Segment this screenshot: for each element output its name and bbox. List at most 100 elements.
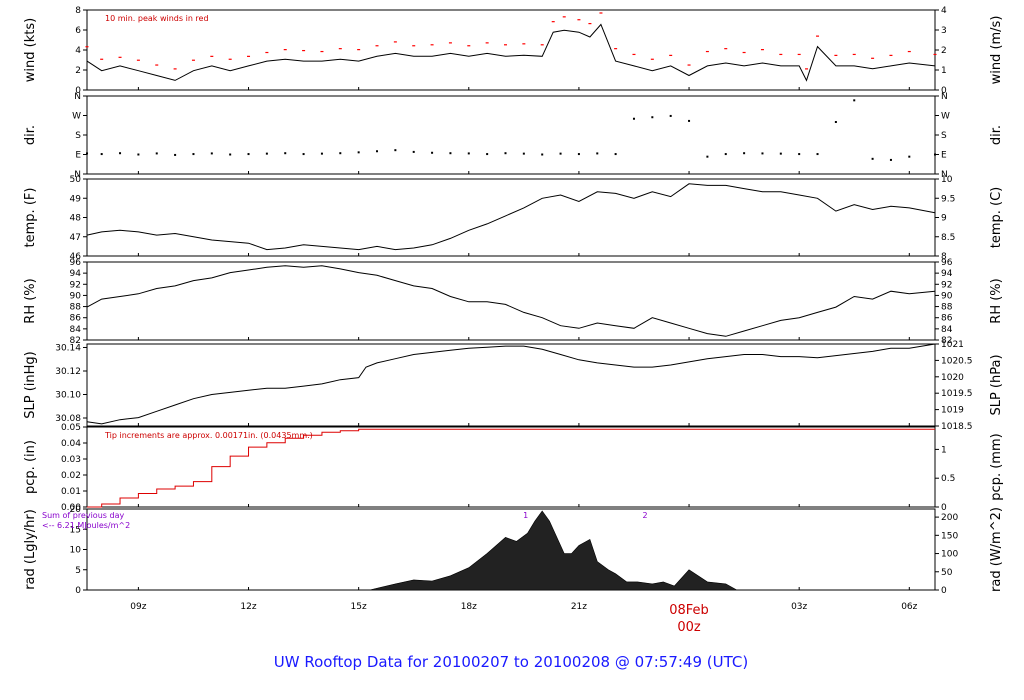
left-tick-label: 82	[70, 336, 81, 346]
pcp-annotation: Tip increments are approx. 0.00171in. (0…	[104, 431, 313, 440]
wind-direction-point	[229, 153, 232, 156]
peak-wind-marker	[210, 55, 214, 57]
wind-direction-point	[431, 151, 434, 154]
peak-wind-marker	[805, 68, 809, 70]
wind-direction-point	[816, 153, 819, 156]
peak-wind-marker	[155, 64, 159, 66]
rh-series-line	[86, 265, 936, 337]
panel-slp: 30.08 30.10 30.12 30.14 1018.5 1019 1019.5 1020…	[23, 340, 1004, 432]
wind-direction-point	[908, 155, 911, 158]
peak-wind-marker	[816, 35, 820, 37]
left-tick-label: 48	[70, 214, 82, 224]
right-tick-label: 0	[941, 503, 947, 513]
right-axis-label: temp. (C)	[989, 187, 1004, 249]
left-tick-label: 0.00	[61, 503, 81, 513]
wind-direction-point	[394, 149, 397, 152]
slp-series-line	[86, 343, 936, 425]
peak-wind-marker	[85, 46, 89, 48]
peak-wind-marker	[265, 51, 269, 54]
right-tick-label: 1019.5	[941, 389, 973, 399]
peak-wind-marker	[448, 42, 452, 44]
panel-wind: 0 2 4 6 8 0 1 2 3 4 wind (kts) wind (m/s) 10 min. pe…	[23, 6, 1004, 96]
wind-direction-point	[798, 153, 801, 156]
peak-wind-marker	[577, 19, 581, 21]
left-tick-label: 0.03	[61, 455, 81, 465]
left-tick-label: 50	[70, 175, 82, 185]
panel-temp: 46 47 48 49 50 8 8.5 9 9.5 10 temp. (F) temp. (C)	[23, 175, 1004, 262]
peak-wind-marker	[614, 48, 618, 50]
peak-wind-marker	[834, 54, 838, 57]
left-tick-label: 0	[75, 86, 81, 96]
left-axis-label: temp. (F)	[23, 188, 38, 248]
x-tick-label: 06z	[901, 602, 917, 612]
date-marker-hour: 00z	[677, 620, 701, 635]
left-tick-label: 49	[70, 194, 82, 204]
wind-direction-point	[889, 158, 892, 161]
peak-wind-marker	[760, 49, 764, 51]
wind-direction-point	[743, 152, 746, 155]
peak-wind-marker	[118, 56, 122, 58]
left-tick-label: 0.05	[61, 423, 81, 433]
right-tick-label: 50	[941, 568, 953, 578]
right-tick-label: 9	[941, 214, 947, 224]
wind-direction-point	[577, 153, 580, 156]
right-tick-label: N	[941, 92, 948, 102]
wind-direction-point	[779, 152, 782, 155]
wind-direction-point	[174, 153, 177, 156]
wind-direction-point	[357, 151, 360, 154]
left-tick-label: 6	[75, 26, 81, 36]
wind-direction-point	[596, 152, 599, 155]
left-tick-label: 86	[70, 314, 82, 324]
right-tick-label: 3	[941, 26, 947, 36]
right-axis-label: rad (W/m^2)	[989, 507, 1004, 592]
right-tick-label: 10	[941, 175, 953, 185]
left-tick-label: 30.14	[55, 343, 81, 353]
peak-wind-marker	[742, 51, 746, 54]
left-tick-label: 5	[75, 566, 81, 576]
wind-direction-point	[339, 152, 342, 155]
x-tick-label: 15z	[351, 602, 367, 612]
wind-direction-point	[376, 150, 379, 153]
x-tick-label: 12z	[240, 602, 256, 612]
peak-wind-marker	[100, 58, 104, 60]
peak-wind-marker	[724, 48, 728, 50]
peak-wind-marker	[933, 53, 937, 56]
radiation-peak-label: 2	[642, 511, 647, 520]
left-tick-label: 30.12	[55, 367, 81, 377]
left-tick-label: E	[75, 151, 81, 161]
left-tick-label: 96	[70, 258, 82, 268]
peak-wind-marker	[632, 53, 636, 56]
right-tick-label: 90	[941, 291, 953, 301]
right-tick-label: 200	[941, 513, 958, 523]
wind-direction-point	[486, 153, 489, 156]
peak-wind-marker	[338, 48, 342, 50]
wind-direction-point	[853, 99, 856, 102]
peak-wind-marker	[247, 55, 251, 57]
right-tick-label: 2	[941, 46, 947, 56]
peak-wind-marker	[375, 45, 379, 47]
right-tick-label: 9.5	[941, 194, 955, 204]
panel-pcp: 0.00 0.01 0.02 0.03 0.04 0.05 0 0.5 1 pcp. (in) pc…	[23, 423, 1004, 513]
right-tick-label: 82	[941, 336, 952, 346]
radiation-peak-label: 1	[523, 511, 528, 520]
peak-wind-marker	[889, 54, 893, 57]
right-tick-label: S	[941, 131, 947, 141]
right-tick-label: E	[941, 151, 947, 161]
right-tick-label: 1020.5	[941, 356, 973, 366]
left-tick-label: W	[72, 112, 81, 122]
wind-direction-point	[137, 153, 140, 156]
left-tick-label: 0.02	[61, 471, 81, 481]
left-tick-label: 90	[70, 291, 82, 301]
panel-frame	[86, 426, 936, 508]
left-tick-label: 94	[70, 269, 82, 279]
wind-direction-point	[320, 152, 323, 155]
wind-direction-point	[559, 152, 562, 155]
left-axis-label: RH (%)	[23, 278, 38, 323]
right-axis-label: SLP (hPa)	[989, 354, 1004, 415]
left-tick-label: N	[74, 92, 81, 102]
left-tick-label: 88	[70, 303, 82, 313]
wind-direction-point	[541, 153, 544, 156]
